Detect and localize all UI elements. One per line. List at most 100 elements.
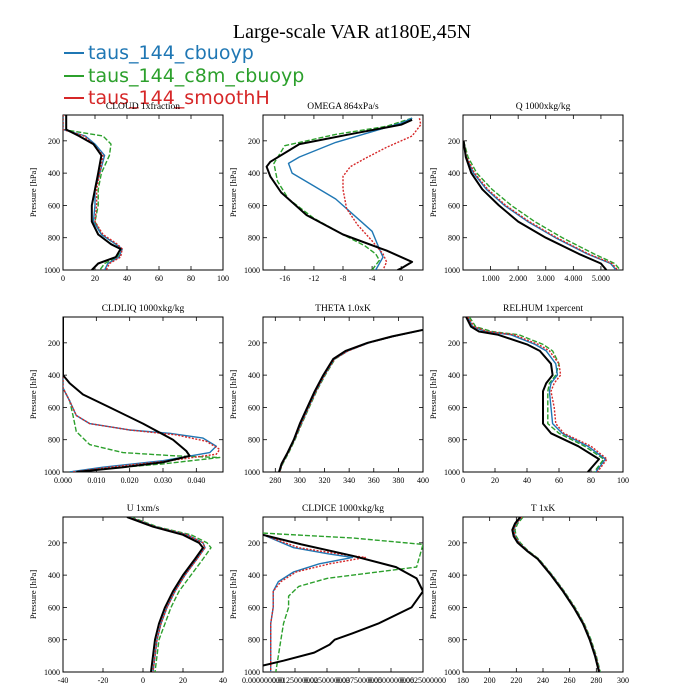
series-control [65, 115, 122, 270]
series-taus_144_cbuoyp [263, 534, 354, 672]
x-tick-label: 320 [319, 476, 331, 485]
panel-frame [262, 316, 424, 473]
x-tick-label: 0.0250000000 [304, 676, 350, 685]
panel-7: CLDICE 1000xkg/kg Pressure [hPa] 200 400 600… [228, 504, 446, 685]
panel-title: CLDICE 1000xkg/kg [302, 504, 384, 514]
x-tick-label: 300 [294, 476, 306, 485]
series-control [63, 317, 191, 472]
series-taus_144_smoothH [63, 317, 221, 472]
y-tick-label: 200 [448, 137, 460, 146]
panel-title: U 1xm/s [127, 504, 160, 514]
series-taus_144_cbuoyp [467, 317, 607, 472]
x-tick-label: 20 [91, 274, 99, 283]
series-taus_144_c8m_cbuoyp [514, 517, 601, 672]
y-tick-label: 200 [448, 339, 460, 348]
series-group [63, 115, 123, 270]
y-tick-label: 600 [448, 603, 460, 612]
series-taus_144_smoothH [467, 317, 608, 472]
y-tick-label: 400 [48, 169, 60, 178]
x-tick-label: 100 [217, 274, 229, 283]
panel-title: OMEGA 864xPa/s [307, 102, 379, 112]
legend-label-1: taus_144_c8m_cbuoyp [88, 65, 304, 87]
x-tick-label: 2.000 [509, 274, 527, 283]
panel-1: OMEGA 864xPa/s Pressure [hPa] 200 400 600 800… [228, 102, 424, 283]
series-taus_144_smoothH [463, 140, 619, 270]
y-tick-label: 600 [448, 201, 460, 210]
y-tick-label: 200 [448, 539, 460, 548]
x-tick-label: 100 [617, 476, 629, 485]
y-axis-label: Pressure [hPa] [228, 570, 238, 620]
x-tick-label: 400 [417, 476, 429, 485]
panel-4: THETA 1.0xK Pressure [hPa] 200 400 600 800 100… [228, 304, 429, 485]
panel-3: CLDLIQ 1000xkg/kg Pressure [hPa] 200 400 600… [28, 304, 224, 485]
y-tick-label: 400 [248, 169, 260, 178]
x-tick-label: 60 [555, 476, 563, 485]
series-group [278, 328, 423, 472]
x-tick-label: 0 [399, 274, 403, 283]
y-tick-label: 800 [48, 636, 60, 645]
x-tick-label: 80 [187, 274, 195, 283]
x-tick-label: 1.000 [482, 274, 500, 283]
series-group [126, 517, 212, 672]
x-tick-label: 0.0500000000 [368, 676, 414, 685]
panel-title: CLOUD 1xfraction [106, 101, 180, 112]
series-taus_144_cbuoyp [287, 117, 413, 270]
series-group [511, 517, 601, 672]
y-tick-label: 400 [248, 571, 260, 580]
series-group [63, 317, 221, 472]
y-tick-label: 800 [248, 636, 260, 645]
y-tick-label: 1000 [244, 668, 260, 677]
x-tick-label: 360 [368, 476, 380, 485]
x-tick-label: 0.0625000000 [400, 676, 446, 685]
y-axis-label: Pressure [hPa] [228, 370, 238, 420]
x-tick-label: 220 [510, 676, 522, 685]
series-group [265, 117, 422, 270]
series-control [278, 328, 423, 472]
series-taus_144_smoothH [513, 517, 601, 672]
y-tick-label: 200 [48, 339, 60, 348]
panel-title: CLDLIQ 1000xkg/kg [102, 304, 185, 314]
panel-frame [62, 114, 224, 271]
series-taus_144_c8m_cbuoyp [130, 517, 212, 672]
y-axis-label: Pressure [hPa] [28, 570, 38, 620]
y-tick-label: 1000 [444, 266, 460, 275]
y-tick-label: 600 [48, 403, 60, 412]
y-axis-label: Pressure [hPa] [28, 370, 38, 420]
panel-frame [262, 114, 424, 271]
y-axis-label: Pressure [hPa] [428, 570, 438, 620]
x-tick-label: 280 [590, 676, 602, 685]
y-tick-label: 400 [248, 371, 260, 380]
series-taus_144_cbuoyp [63, 317, 217, 472]
series-group [463, 140, 621, 270]
series-taus_144_cbuoyp [63, 115, 123, 270]
x-tick-label: 0.020 [121, 476, 139, 485]
y-tick-label: 800 [448, 234, 460, 243]
x-tick-label: 4.000 [564, 274, 582, 283]
x-tick-label: -40 [58, 676, 69, 685]
y-tick-label: 800 [48, 436, 60, 445]
x-tick-label: 0 [61, 274, 65, 283]
y-tick-label: 800 [48, 234, 60, 243]
x-tick-label: 5.000 [592, 274, 610, 283]
y-tick-label: 200 [48, 137, 60, 146]
series-taus_144_c8m_cbuoyp [278, 329, 423, 472]
x-tick-label: 260 [564, 676, 576, 685]
y-tick-label: 400 [48, 371, 60, 380]
x-tick-label: 0 [461, 476, 465, 485]
y-tick-label: 200 [248, 339, 260, 348]
x-tick-label: 80 [587, 476, 595, 485]
y-tick-label: 1000 [244, 468, 260, 477]
series-taus_144_smoothH [63, 115, 123, 270]
y-axis-label: Pressure [hPa] [228, 168, 238, 218]
y-tick-label: 1000 [44, 668, 60, 677]
x-tick-label: 280 [269, 476, 281, 485]
y-tick-label: 1000 [244, 266, 260, 275]
x-tick-label: 180 [457, 676, 469, 685]
y-tick-label: 400 [448, 169, 460, 178]
x-tick-label: 0.030 [154, 476, 172, 485]
y-tick-label: 1000 [444, 668, 460, 677]
x-tick-label: 3.000 [537, 274, 555, 283]
x-tick-label: 60 [155, 274, 163, 283]
series-taus_144_smoothH [263, 534, 367, 672]
